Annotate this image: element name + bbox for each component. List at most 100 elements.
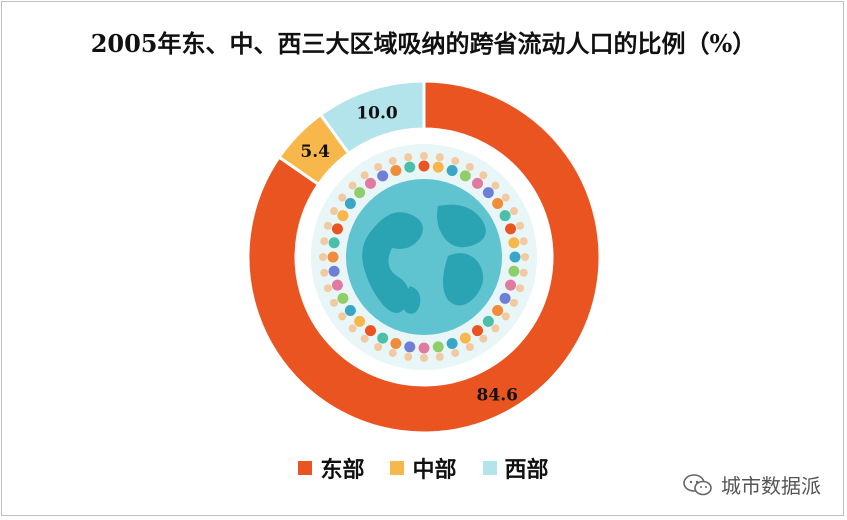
person-figure [331,279,343,291]
person-head [404,153,413,162]
person-figure [365,325,377,337]
person-figure [344,198,356,210]
person-head [491,181,500,190]
person-head [516,221,525,230]
legend-item-east: 东部 [298,452,364,484]
chart-title: 2005年东、中、西三大区域吸纳的跨省流动人口的比例（%） [90,29,757,58]
person-head [501,193,510,202]
person-head [319,253,327,261]
person-head [374,342,383,351]
person-figure [390,338,402,350]
person-figure [354,187,366,199]
person-head [338,312,347,321]
person-figure [505,223,517,235]
person-head [374,163,383,172]
person-head [320,237,329,246]
person-figure [337,292,349,304]
person-head [516,284,525,293]
person-figure [446,338,458,350]
person-head [348,324,357,333]
person-head [519,237,528,246]
person-figure [446,164,458,176]
person-head [451,349,460,358]
person-figure [365,177,377,189]
legend-swatch [482,461,497,475]
person-figure [418,342,430,354]
legend-swatch [298,461,313,475]
people-ring [319,152,529,362]
person-head [420,152,428,160]
legend-item-central: 中部 [390,452,457,484]
person-head [388,156,397,165]
watermark: 城市数据派 [683,470,821,499]
person-head [388,349,397,358]
person-figure [418,160,430,172]
person-head [451,156,460,165]
person-figure [471,325,483,337]
person-figure [508,265,520,277]
person-figure [328,265,340,277]
person-figure [344,304,356,316]
person-head [435,352,444,361]
person-head [330,207,339,216]
person-figure [328,237,340,249]
person-head [348,181,357,190]
person-figure [499,292,511,304]
data-label-0: 84.6 [477,386,518,406]
person-head [330,298,339,307]
person-figure [377,170,389,182]
person-head [501,312,510,321]
globe-illustration [311,144,537,370]
person-figure [459,170,471,182]
legend-label: 东部 [320,457,365,483]
person-figure [482,315,494,327]
person-figure [459,332,471,344]
person-head [465,342,474,351]
data-label-2: 10.0 [356,103,398,123]
person-figure [432,341,444,353]
legend-item-west: 西部 [482,452,549,484]
person-figure [404,161,416,173]
person-figure [499,210,511,222]
person-figure [432,161,444,173]
person-head [479,171,488,180]
person-head [509,298,518,307]
person-figure [508,237,520,249]
wechat-icon [683,473,712,495]
person-figure [331,223,343,235]
person-figure [390,164,402,176]
person-head [435,153,444,162]
person-head [323,284,332,293]
person-head [519,268,528,277]
person-figure [337,210,349,222]
person-head [521,253,529,261]
person-figure [354,315,366,327]
person-figure [509,251,521,263]
legend-label: 中部 [412,457,457,483]
person-head [360,334,369,343]
watermark-text: 城市数据派 [721,474,821,498]
person-head [338,193,347,202]
slice-0 [246,79,602,435]
legend-label: 西部 [504,457,549,483]
person-head [320,268,329,277]
person-figure [471,177,483,189]
person-head [509,207,518,216]
person-figure [492,198,504,210]
person-figure [404,341,416,353]
person-figure [492,304,504,316]
person-head [323,221,332,230]
person-figure [377,332,389,344]
person-figure [327,251,339,263]
person-figure [482,187,494,199]
person-head [360,171,369,180]
slice-2 [318,79,426,156]
legend-swatch [390,461,405,475]
data-label-1: 5.4 [300,142,330,162]
person-figure [505,279,517,291]
person-head [404,352,413,361]
person-head [479,334,488,343]
chart-legend: 东部 中部 西部 [0,452,847,484]
person-head [491,324,500,333]
